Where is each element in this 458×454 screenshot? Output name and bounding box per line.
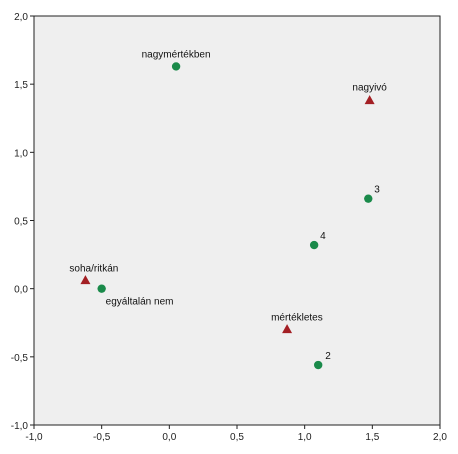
y-tick-label: 0,5 [14, 217, 28, 228]
x-tick-label: 0,5 [230, 432, 244, 443]
x-tick-label: 2,0 [433, 432, 447, 443]
data-point-circle [171, 62, 181, 71]
x-axis: -1,0 -0,5 0,0 0,5 1,0 1,5 2,0 [25, 425, 447, 443]
x-tick-label: -0,5 [93, 432, 111, 443]
point-label: 2 [325, 351, 331, 362]
point-labels: nagymértékben 3 4 egyáltalán nem 2 nagyivó soh… [69, 49, 387, 362]
y-axis: 2,0 1,5 1,0 0,5 0,0 -0,5 -1,0 [11, 12, 34, 432]
data-point-circle [97, 284, 106, 293]
point-label: nagyivó [352, 83, 387, 94]
y-tick-label: 2,0 [14, 12, 28, 23]
point-label: nagymértékben [142, 49, 211, 60]
x-tick-label: 0,0 [162, 432, 176, 443]
point-label: 4 [320, 231, 326, 242]
data-point-triangle [282, 324, 293, 334]
data-points [80, 62, 375, 370]
x-tick-label: 1,0 [298, 432, 312, 443]
data-point-circle [314, 360, 323, 370]
point-label: egyáltalán nem [106, 297, 174, 308]
y-tick-label: 1,0 [14, 148, 28, 159]
y-tick-label: 0,0 [14, 285, 28, 296]
y-tick-label: 1,5 [14, 80, 28, 91]
x-tick-label: -1,0 [25, 432, 43, 443]
point-label: 3 [374, 185, 380, 196]
data-point-triangle [80, 275, 91, 285]
point-label: mértékletes [271, 313, 323, 324]
data-point-triangle [364, 95, 375, 105]
data-point-circle [309, 240, 319, 250]
point-label: soha/ritkán [69, 263, 118, 274]
x-tick-label: 1,5 [365, 432, 379, 443]
y-tick-label: -0,5 [11, 353, 29, 364]
y-tick-label: -1,0 [11, 421, 29, 432]
plot-area [33, 15, 441, 426]
data-point-circle [364, 194, 373, 203]
